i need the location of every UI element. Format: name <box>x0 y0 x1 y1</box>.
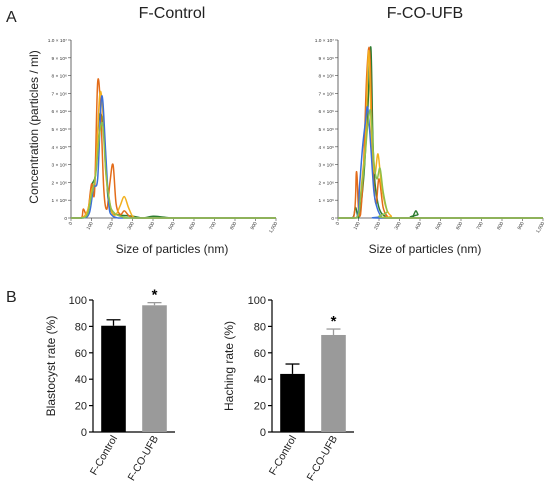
chart-1-x-tick-label: 1,000 <box>268 221 279 235</box>
chart-1-x-tick-label: 0 <box>68 221 75 227</box>
chart-2-x-tick-label: 500 <box>435 221 444 231</box>
chart-1-title: F-Control <box>139 5 206 22</box>
chart-3-bar-1 <box>101 325 126 432</box>
chart-2-series-1-line <box>338 46 543 219</box>
chart-1-y-tick-label: 6 × 10⁶ <box>52 109 67 115</box>
chart-4-y-tick-label: 60 <box>254 348 266 360</box>
chart-4-bar-2 <box>321 334 346 432</box>
chart-1-y-tick-label: 8 × 10⁶ <box>52 74 67 80</box>
chart-4-x-tick-label: F-CO-UFB <box>305 434 340 483</box>
chart-4-plot: 0 20 40 60 80 100 F-Control * F-CO-UFB <box>248 295 354 483</box>
chart-2-x-tick-label: 400 <box>414 221 423 231</box>
chart-2-y-tick-label: 3 × 10⁶ <box>319 163 334 169</box>
panel-label-b: B <box>6 289 17 306</box>
chart-1-y-tick-label: 5 × 10⁶ <box>52 127 67 133</box>
chart-2-x-tick-label: 200 <box>373 221 382 231</box>
chart-2-x-tick-label: 600 <box>455 221 464 231</box>
chart-2-y-tick-label: 1 × 10⁶ <box>319 198 334 204</box>
chart-1-x-tick-label: 900 <box>250 221 259 231</box>
chart-1-y-tick-label: 1 × 10⁶ <box>52 198 67 204</box>
chart-2-series-4-line <box>338 105 543 219</box>
chart-1-x-tick-label: 200 <box>106 221 115 231</box>
chart-1-plot: 0 1 × 10⁶ 2 × 10⁶ 3 × 10⁶ 4 × 10⁶ 5 × 10⁶ 6 × … <box>48 38 280 234</box>
chart-1-x-axis-title: Size of particles (nm) <box>116 242 229 256</box>
chart-2-x-tick-label: 700 <box>476 221 485 231</box>
chart-2-y-tick-label: 9 × 10⁶ <box>319 56 334 62</box>
chart-2-x-tick-label: 100 <box>353 221 362 231</box>
chart-2-x-tick-label: 0 <box>335 221 342 227</box>
chart-1-y-axis-title: Concentration (particles / ml) <box>27 50 41 203</box>
chart-3-y-tick-label: 100 <box>69 295 87 307</box>
chart-2-plot: 0 1 × 10⁶ 2 × 10⁶ 3 × 10⁶ 4 × 10⁶ 5 × 10⁶ 6 × … <box>315 38 547 234</box>
chart-4-y-tick-label: 0 <box>260 427 266 439</box>
chart-1-x-tick-label: 700 <box>209 221 218 231</box>
chart-3-y-tick-label: 40 <box>75 374 87 386</box>
chart-3-bar-2 <box>142 305 167 432</box>
chart-2-y-tick-label: 1.0 × 10⁷ <box>315 38 334 44</box>
chart-4-bar-1 <box>280 373 305 432</box>
chart-1-y-tick-label: 7 × 10⁶ <box>52 91 67 97</box>
chart-1-y-tick-label: 3 × 10⁶ <box>52 163 67 169</box>
chart-2-y-tick-label: 8 × 10⁶ <box>319 74 334 80</box>
chart-1-y-tick-label: 4 × 10⁶ <box>52 145 67 151</box>
chart-2-y-tick-label: 0 <box>331 216 334 222</box>
chart-4-y-tick-label: 40 <box>254 374 266 386</box>
chart-2-series-2-line <box>338 46 543 219</box>
chart-1-x-tick-label: 300 <box>127 221 136 231</box>
chart-2-y-tick-label: 6 × 10⁶ <box>319 109 334 115</box>
chart-2-y-tick-label: 7 × 10⁶ <box>319 91 334 97</box>
chart-2-y-tick-label: 2 × 10⁶ <box>319 180 334 186</box>
chart-3-plot: 0 20 40 60 80 100 F-Control * F-CO-UFB <box>69 287 175 483</box>
chart-4-y-tick-label: 100 <box>248 295 266 307</box>
chart-3-y-tick-label: 80 <box>75 321 87 333</box>
chart-2-y-tick-label: 5 × 10⁶ <box>319 127 334 133</box>
panel-label-a: A <box>6 9 17 26</box>
chart-2-x-tick-label: 800 <box>496 221 505 231</box>
chart-3-x-tick-label: F-CO-UFB <box>126 434 161 483</box>
chart-3-y-tick-label: 60 <box>75 348 87 360</box>
chart-2-series-5-line <box>338 109 543 219</box>
chart-3-x-tick-label: F-Control <box>88 434 120 478</box>
chart-3-significance-marker-2: * <box>152 287 158 304</box>
chart-2-x-tick-label: 300 <box>394 221 403 231</box>
chart-1-y-tick-label: 1.0 × 10⁷ <box>48 38 67 44</box>
chart-1-x-tick-label: 800 <box>229 221 238 231</box>
chart-4-y-tick-label: 80 <box>254 321 266 333</box>
chart-1-series-5-line <box>71 121 276 219</box>
chart-4-x-tick-label: F-Control <box>267 434 299 478</box>
chart-3-y-axis-title: Blastocyst rate (%) <box>44 316 58 417</box>
chart-1-x-tick-label: 400 <box>147 221 156 231</box>
chart-2-x-tick-label: 900 <box>517 221 526 231</box>
chart-3-y-tick-label: 0 <box>81 427 87 439</box>
chart-4-significance-marker-2: * <box>331 313 337 330</box>
chart-2-x-tick-label: 1,000 <box>535 221 546 235</box>
chart-4-y-axis-title: Haching rate (%) <box>222 321 236 411</box>
chart-2-y-tick-label: 4 × 10⁶ <box>319 145 334 151</box>
chart-1-y-tick-label: 0 <box>64 216 67 222</box>
chart-1-y-tick-label: 9 × 10⁶ <box>52 56 67 62</box>
chart-2-x-axis-title: Size of particles (nm) <box>369 242 482 256</box>
chart-1-y-tick-label: 2 × 10⁶ <box>52 180 67 186</box>
chart-4-y-tick-label: 20 <box>254 401 266 413</box>
chart-1-x-tick-label: 100 <box>86 221 95 231</box>
chart-1-x-tick-label: 600 <box>188 221 197 231</box>
chart-3-y-tick-label: 20 <box>75 401 87 413</box>
chart-2-title: F-CO-UFB <box>387 5 463 22</box>
chart-1-x-tick-label: 500 <box>168 221 177 231</box>
